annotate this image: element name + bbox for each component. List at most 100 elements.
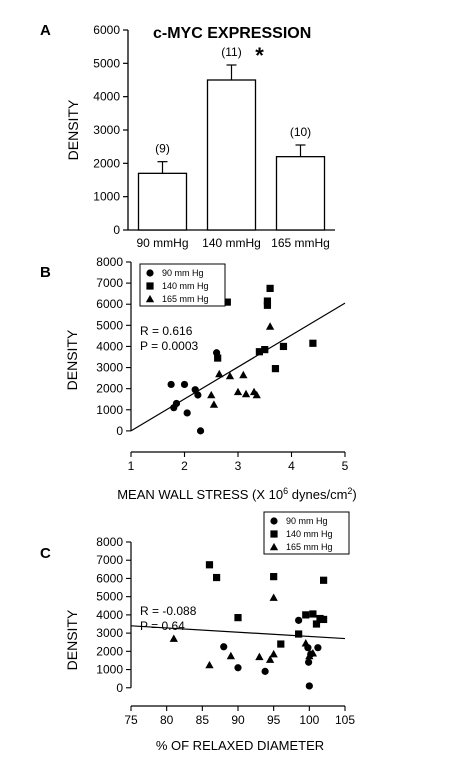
significance-marker: * — [255, 43, 264, 68]
legend-box — [263, 511, 350, 555]
x-tick-label-c: 85 — [196, 713, 210, 727]
x-tick-label-c: 90 — [231, 713, 245, 727]
point-triangle — [269, 593, 278, 601]
y-tick-label-c: 8000 — [96, 535, 123, 549]
r-value-b: R = 0.616 — [140, 324, 193, 338]
x-tick-label-c: 105 — [335, 713, 355, 727]
y-tick-label-c: 0 — [116, 681, 123, 695]
point-circle — [270, 517, 278, 525]
point-circle — [220, 643, 228, 651]
point-triangle — [207, 390, 216, 399]
legend-entry: 165 mm Hg — [162, 294, 209, 304]
x-label-b-sup2: 2 — [347, 486, 352, 496]
point-circle — [180, 380, 189, 389]
point-square — [266, 284, 274, 292]
point-triangle — [226, 651, 236, 660]
point-circle — [261, 667, 269, 675]
panel-c-scatter: C DENSITY % OF RELAXED DIAMETER R = -0.0… — [40, 511, 355, 753]
point-circle — [194, 391, 202, 399]
point-triangle — [265, 655, 275, 663]
panel-b-scatter: B DENSITY MEAN WALL STRESS (X 106 dynes/… — [40, 255, 357, 502]
legend-entry: 140 mm Hg — [286, 529, 333, 539]
panel-a-label: A — [40, 22, 51, 39]
point-square — [263, 297, 272, 305]
point-triangle — [252, 390, 261, 399]
legend-entry: 165 mm Hg — [286, 542, 333, 552]
y-tick-label-a: 1000 — [93, 190, 120, 204]
x-label-b-main: MEAN WALL STRESS (X 10 — [117, 487, 283, 502]
point-square — [270, 573, 278, 581]
p-value-c: P = 0.64 — [140, 619, 185, 633]
x-label-b-end: ) — [352, 487, 356, 502]
point-square — [263, 301, 272, 309]
point-triangle — [239, 370, 248, 379]
point-square — [146, 282, 154, 290]
y-tick-label-c: 1000 — [96, 663, 123, 677]
point-triangle — [308, 649, 318, 657]
sample-size-label: (9) — [155, 142, 170, 156]
y-tick-label-b: 1000 — [96, 403, 123, 417]
point-square — [279, 342, 288, 351]
y-tick-label-c: 7000 — [96, 553, 123, 567]
x-tick-label-c: 100 — [299, 713, 319, 727]
y-tick-label-a: 0 — [113, 223, 120, 237]
point-triangle — [301, 638, 310, 647]
y-tick-label-c: 5000 — [96, 590, 123, 604]
point-circle — [196, 427, 205, 435]
y-tick-label-c: 6000 — [96, 571, 123, 585]
y-tick-label-b: 0 — [116, 424, 123, 438]
y-tick-label-b: 3000 — [96, 361, 123, 375]
y-tick-label-b: 5000 — [96, 318, 123, 332]
y-axis-label-c: DENSITY — [64, 609, 80, 670]
point-triangle — [269, 649, 278, 658]
x-tick-label-b: 5 — [342, 459, 349, 473]
x-label-b-mid: dynes/cm — [288, 487, 347, 502]
panel-b-label: B — [40, 264, 51, 281]
x-tick-label-b: 2 — [181, 459, 188, 473]
y-tick-label-c: 3000 — [96, 626, 123, 640]
y-tick-label-b: 4000 — [96, 339, 123, 353]
x-tick-label-b: 1 — [128, 459, 135, 473]
point-square — [223, 298, 231, 306]
point-circle — [167, 380, 175, 389]
point-square — [320, 576, 328, 584]
x-tick-label-b: 4 — [288, 459, 295, 473]
legend-c: 90 mm Hg 140 mm Hg 165 mm Hg — [263, 511, 350, 555]
point-circle — [305, 682, 313, 690]
x-tick-label-c: 75 — [124, 713, 138, 727]
point-triangle — [265, 322, 275, 330]
point-square — [312, 620, 321, 628]
regression-line — [130, 302, 346, 432]
point-square — [270, 530, 278, 538]
point-square — [234, 614, 242, 622]
bar — [137, 172, 188, 231]
point-circle — [295, 616, 303, 624]
p-value-b: P = 0.0003 — [140, 339, 198, 353]
regression-line — [130, 625, 346, 640]
legend-entry: 140 mm Hg — [162, 281, 209, 291]
point-square — [261, 346, 269, 354]
x-tick-label-a: 90 mmHg — [136, 236, 188, 250]
y-tick-label-b: 7000 — [96, 276, 123, 290]
y-tick-label-a: 6000 — [93, 23, 120, 37]
y-tick-label-a: 5000 — [93, 56, 120, 70]
point-circle — [146, 269, 154, 277]
y-tick-label-a: 3000 — [93, 123, 120, 137]
point-circle — [305, 658, 313, 666]
y-tick-label-c: 4000 — [96, 608, 123, 622]
point-circle — [172, 399, 181, 408]
point-triangle — [169, 634, 178, 642]
point-square — [302, 611, 310, 619]
point-square — [277, 640, 285, 648]
x-tick-label-b: 3 — [235, 459, 242, 473]
legend-b: 90 mm Hg 140 mm Hg 165 mm Hg — [139, 263, 226, 307]
point-square — [214, 354, 222, 362]
point-triangle — [241, 389, 251, 398]
legend-entry: 90 mm Hg — [162, 268, 204, 278]
point-triangle — [269, 542, 279, 551]
panel-c-label: C — [40, 545, 51, 562]
r-value-c: R = -0.088 — [140, 604, 197, 618]
y-tick-label-a: 4000 — [93, 90, 120, 104]
x-tick-label-a: 140 mmHg — [202, 236, 261, 250]
point-square — [213, 573, 221, 582]
